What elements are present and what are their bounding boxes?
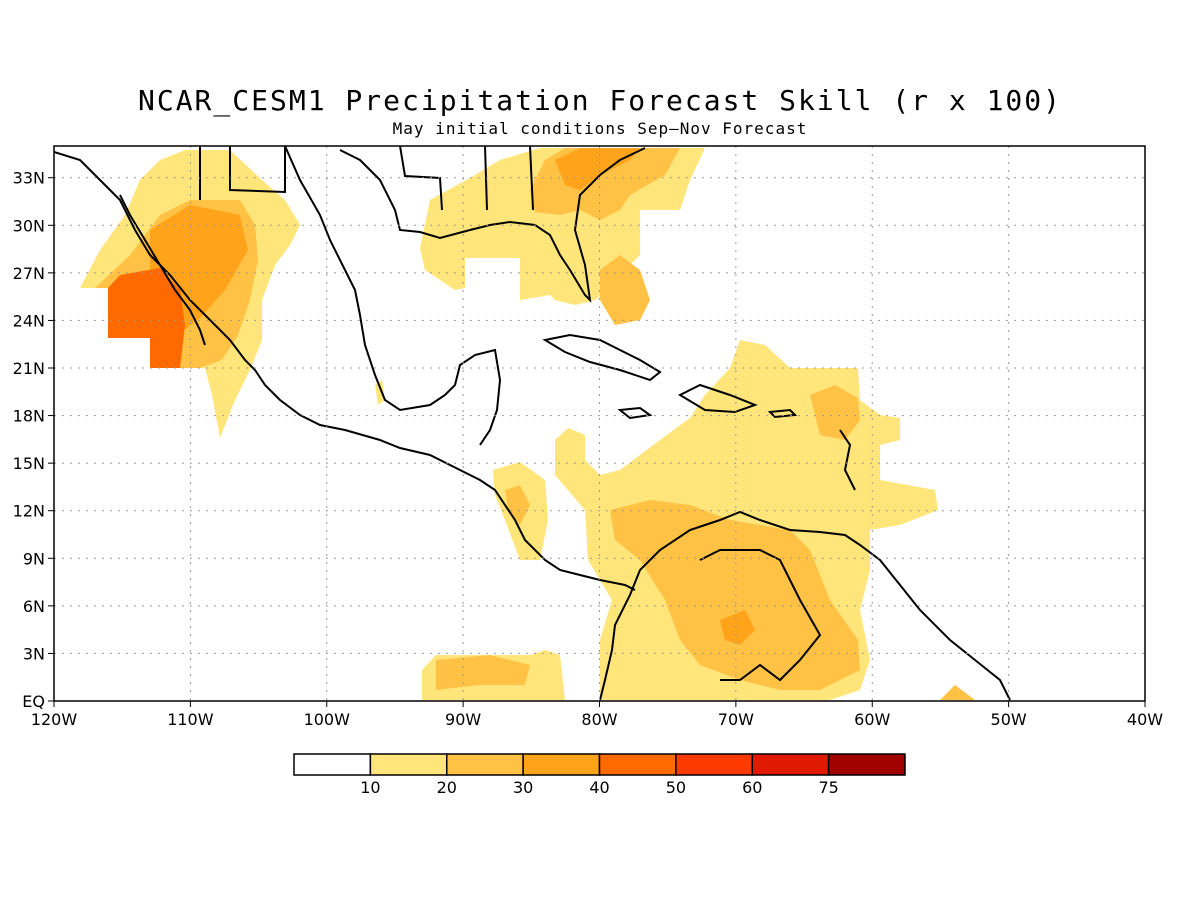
coastlines xyxy=(54,146,1011,701)
lat-tick-label: EQ xyxy=(22,692,45,711)
lon-tick-label: 120W xyxy=(31,710,78,729)
map-grid xyxy=(54,146,1145,701)
lon-tick-label: 80W xyxy=(581,710,617,729)
lon-tick-label: 40W xyxy=(1127,710,1163,729)
lat-tick-label: 30N xyxy=(13,216,45,235)
colorbar: 10 20 30 40 50 60 75 xyxy=(293,753,906,797)
lon-tick-label: 110W xyxy=(167,710,214,729)
colorbar-label: 40 xyxy=(589,778,609,797)
map-title: NCAR_CESM1 Precipitation Forecast Skill … xyxy=(137,84,1062,117)
colorbar-label: 75 xyxy=(818,778,838,797)
colorbar-label: 10 xyxy=(360,778,380,797)
colorbar-swatch xyxy=(522,753,601,776)
colorbar-swatch xyxy=(675,753,753,776)
colorbar-label: 60 xyxy=(742,778,762,797)
lat-tick-label: 3N xyxy=(23,644,45,663)
lon-tick-label: 70W xyxy=(718,710,754,729)
lat-tick-label: 12N xyxy=(13,502,45,521)
lat-tick-label: 15N xyxy=(13,454,45,473)
lat-tick-label: 9N xyxy=(23,549,45,568)
skill-shading xyxy=(80,148,975,700)
lat-tick-label: 21N xyxy=(13,359,45,378)
colorbar-label: 30 xyxy=(513,778,533,797)
colorbar-swatch xyxy=(827,753,906,776)
colorbar-label: 50 xyxy=(666,778,686,797)
lon-tick-label: 60W xyxy=(854,710,890,729)
colorbar-swatch xyxy=(369,753,448,776)
lon-tick-label: 90W xyxy=(445,710,481,729)
colorbar-label: 20 xyxy=(437,778,457,797)
lon-tick-label: 50W xyxy=(991,710,1027,729)
lat-tick-label: 6N xyxy=(23,597,45,616)
lat-tick-label: 24N xyxy=(13,311,45,330)
map-subtitle: May initial conditions Sep–Nov Forecast xyxy=(392,119,808,138)
colorbar-swatch xyxy=(446,753,524,776)
colorbar-swatch xyxy=(598,753,677,776)
lat-tick-label: 27N xyxy=(13,264,45,283)
colorbar-swatch xyxy=(751,753,830,776)
lon-tick-label: 100W xyxy=(304,710,351,729)
lat-tick-label: 33N xyxy=(13,169,45,188)
colorbar-swatch xyxy=(293,753,372,776)
lat-tick-label: 18N xyxy=(13,407,45,426)
